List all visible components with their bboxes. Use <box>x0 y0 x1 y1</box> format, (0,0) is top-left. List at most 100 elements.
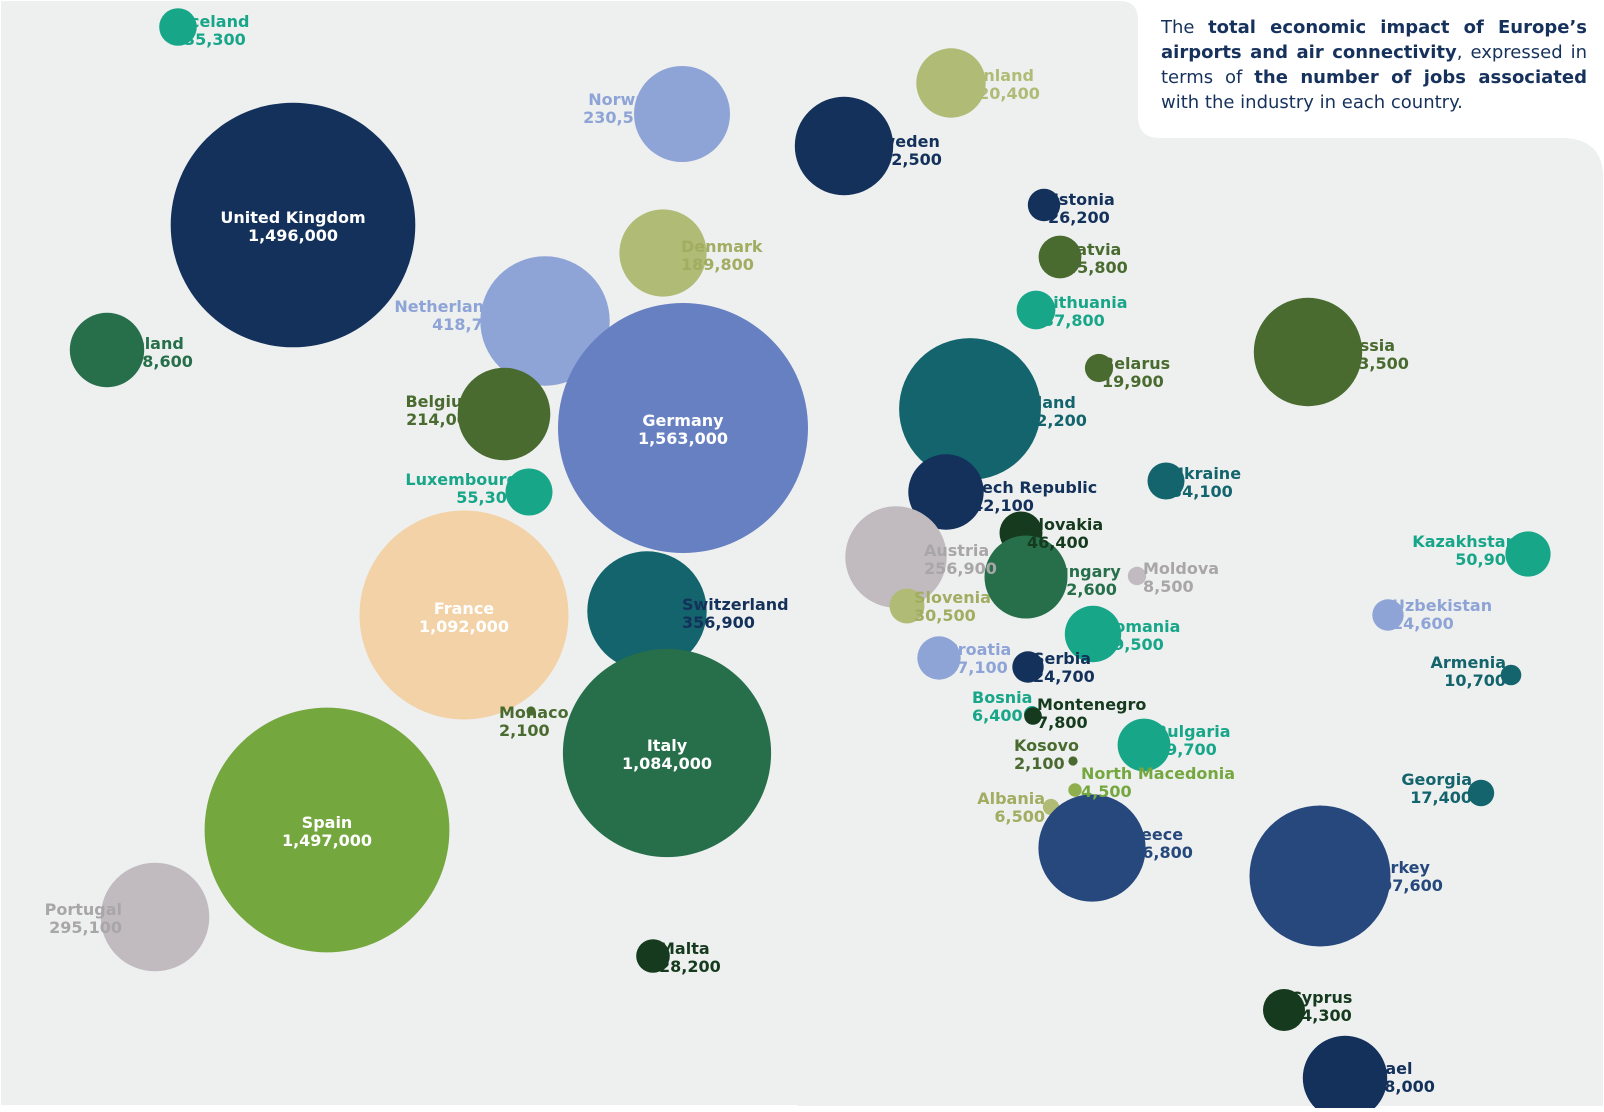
description-text-3: with the industry in each country. <box>1161 92 1463 113</box>
bubble-united-kingdom <box>170 102 416 348</box>
label-name-monaco: Monaco <box>499 703 569 722</box>
label-value-kazakhstan: 50,900 <box>1455 550 1517 569</box>
label-value-france: 1,092,000 <box>419 617 509 636</box>
label-name-cyprus: Cyprus <box>1290 988 1352 1007</box>
label-value-belarus: 19,900 <box>1102 372 1164 391</box>
label-value-portugal: 295,100 <box>49 918 122 937</box>
label-value-bosnia: 6,400 <box>972 706 1023 725</box>
label-value-monaco: 2,100 <box>499 721 550 740</box>
label-name-ukraine: Ukraine <box>1171 464 1241 483</box>
chart-description: The total economic impact of Europe’s ai… <box>1161 15 1587 115</box>
label-name-iceland: Iceland <box>184 12 249 31</box>
label-value-kosovo: 2,100 <box>1014 754 1065 773</box>
label-name-romania: Romania <box>1102 617 1180 636</box>
bubble-monaco <box>526 706 536 716</box>
description-text-2: , expressed in terms of <box>1161 42 1587 88</box>
label-value-netherlands: 418,700 <box>432 315 505 334</box>
bubble-kazakhstan <box>1505 531 1551 577</box>
label-name-czech-republic: Czech Republic <box>961 478 1097 497</box>
label-name-lithuania: Lithuania <box>1043 293 1128 312</box>
label-name-italy: Italy <box>647 736 688 755</box>
label-value-greece: 286,800 <box>1120 843 1193 862</box>
description-bold-1: total economic impact of Europe’s airpor… <box>1161 17 1587 63</box>
bubble-romania <box>1064 605 1122 663</box>
label-name-georgia: Georgia <box>1401 770 1472 789</box>
bubble-belgium <box>457 367 551 461</box>
label-value-cyprus: 44,300 <box>1290 1006 1352 1025</box>
bubble-switzerland <box>587 551 707 671</box>
label-name-croatia: Croatia <box>946 640 1011 659</box>
bubble-latvia <box>1038 235 1082 279</box>
label-name-turkey: Turkey <box>1370 858 1431 877</box>
label-name-kosovo: Kosovo <box>1014 736 1079 755</box>
label-name-serbia: Serbia <box>1033 649 1091 668</box>
bubble-iceland <box>159 8 197 46</box>
label-value-denmark: 189,800 <box>681 255 754 274</box>
label-name-greece: Greece <box>1120 825 1183 844</box>
right-panel <box>798 1 1603 1106</box>
label-value-malta: 28,200 <box>659 957 721 976</box>
bubble-ireland <box>69 312 145 388</box>
description-text-1: The <box>1161 17 1209 38</box>
label-value-spain: 1,497,000 <box>282 831 372 850</box>
label-value-poland: 502,200 <box>1014 411 1087 430</box>
bubble-denmark <box>619 209 707 297</box>
label-value-ukraine: 34,100 <box>1171 482 1233 501</box>
label-value-hungary: 172,600 <box>1044 580 1117 599</box>
label-value-slovenia: 30,500 <box>914 606 976 625</box>
label-name-estonia: Estonia <box>1048 190 1115 209</box>
label-name-belarus: Belarus <box>1102 354 1170 373</box>
label-value-montenegro: 7,800 <box>1037 713 1088 732</box>
label-value-germany: 1,563,000 <box>638 429 728 448</box>
label-value-austria: 256,900 <box>924 559 997 578</box>
label-name-hungary: Hungary <box>1044 562 1121 581</box>
label-value-serbia: 24,700 <box>1033 667 1095 686</box>
label-name-moldova: Moldova <box>1143 559 1219 578</box>
bubble-norway <box>634 66 730 162</box>
label-value-switzerland: 356,900 <box>682 613 755 632</box>
label-value-estonia: 26,200 <box>1048 208 1110 227</box>
label-value-bulgaria: 69,700 <box>1155 740 1217 759</box>
bubble-turkey <box>1249 805 1391 947</box>
label-name-russia: Russia <box>1336 336 1395 355</box>
bubble-belarus <box>1084 353 1114 383</box>
bubble-spain <box>204 707 450 953</box>
label-name-uzbekistan: Uzbekistan <box>1392 596 1492 615</box>
bubble-croatia <box>917 636 961 680</box>
bubble-estonia <box>1027 188 1061 222</box>
bubble-poland <box>899 338 1041 480</box>
label-name-spain: Spain <box>302 813 353 832</box>
label-value-lithuania: 37,800 <box>1043 311 1105 330</box>
label-value-belgium: 214,000 <box>406 410 479 429</box>
bubble-sweden <box>794 96 894 196</box>
label-name-malta: Malta <box>659 939 710 958</box>
label-value-italy: 1,084,000 <box>622 754 712 773</box>
label-name-israel: Israel <box>1362 1059 1413 1078</box>
label-name-north-macedonia: North Macedonia <box>1081 764 1235 783</box>
label-value-finland: 120,400 <box>967 84 1040 103</box>
label-value-albania: 6,500 <box>994 807 1045 826</box>
bubbles <box>69 8 1551 1112</box>
bubble-russia <box>1253 297 1363 407</box>
label-name-switzerland: Switzerland <box>682 595 789 614</box>
label-name-united-kingdom: United Kingdom <box>220 208 365 227</box>
label-value-czech-republic: 142,100 <box>961 496 1034 515</box>
label-value-israel: 178,000 <box>1362 1077 1435 1096</box>
description-bold-2: the number of jobs associated <box>1254 67 1587 88</box>
label-value-iceland: 35,300 <box>184 30 246 49</box>
bubble-finland <box>916 48 986 118</box>
bubble-france <box>359 510 569 720</box>
label-name-bosnia: Bosnia <box>972 688 1032 707</box>
label-value-sweden: 242,500 <box>869 150 942 169</box>
label-name-germany: Germany <box>642 411 724 430</box>
label-name-austria: Austria <box>924 541 989 560</box>
label-name-belgium: Belgium <box>405 392 479 411</box>
bubble-armenia <box>1500 664 1522 686</box>
bubble-portugal <box>100 862 210 972</box>
label-name-slovenia: Slovenia <box>914 588 991 607</box>
bubble-hungary <box>984 535 1068 619</box>
bubble-kosovo <box>1068 756 1078 766</box>
label-name-france: France <box>434 599 494 618</box>
label-name-albania: Albania <box>977 789 1045 808</box>
label-value-croatia: 47,100 <box>946 658 1008 677</box>
